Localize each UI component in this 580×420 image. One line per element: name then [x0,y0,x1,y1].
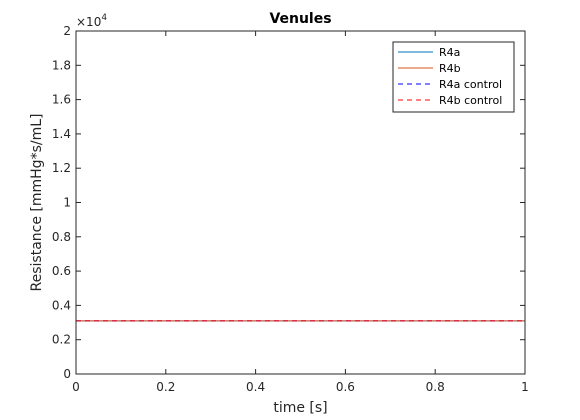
y-tick-label: 0 [63,367,71,381]
x-tick-label: 0.4 [246,380,265,394]
y-tick-label: 0.8 [52,230,71,244]
x-tick-label: 0.8 [426,380,445,394]
y-tick-label: 1.4 [52,127,71,141]
legend-box [392,41,515,113]
y-exponent-power: 4 [101,13,107,23]
y-tick-label: 0.4 [52,298,71,312]
x-axis-label: time [s] [273,400,327,416]
legend: R4a R4b R4a control R4b control [392,41,515,113]
y-tick-label: 2 [63,24,71,38]
y-axis-exponent: ×104 [76,13,107,29]
y-exponent-base: ×10 [76,15,101,29]
x-tick-label: 0 [72,380,80,394]
y-tick-label: 0.2 [52,333,71,347]
x-tick-label: 0.2 [156,380,175,394]
y-tick-label: 1.6 [52,93,71,107]
legend-label-1: R4a [439,46,460,59]
legend-label-2: R4b [439,62,461,75]
legend-label-3: R4a control [439,78,502,91]
y-tick-label: 1.8 [52,58,71,72]
x-tick-label: 1 [521,380,529,394]
y-tick-label: 0.6 [52,264,71,278]
x-tick-label: 0.6 [336,380,355,394]
y-tick-label: 1.2 [52,161,71,175]
legend-label-4: R4b control [439,94,502,107]
y-axis-label: Resistance [mmHg*s/mL] [29,114,45,292]
chart-title: Venules [269,11,331,27]
y-tick-label: 1 [63,196,71,210]
ticks-layer: 0 0.2 0.4 0.6 0.8 1 0 0.2 0.4 0.6 0.8 1 1.2 1.4 1.6 1.8… [52,24,529,394]
